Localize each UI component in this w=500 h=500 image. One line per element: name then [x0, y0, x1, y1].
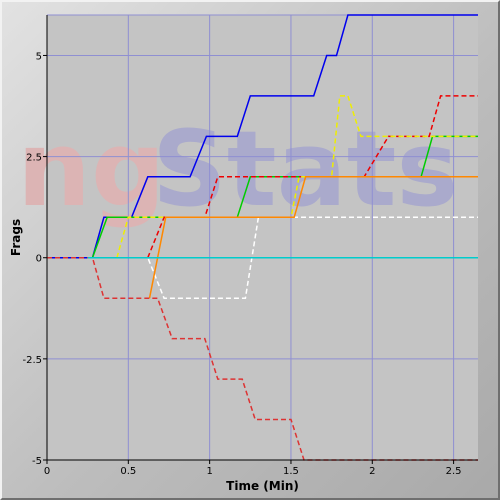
y-tick-label-2: 0 [36, 254, 42, 265]
x-tick-label-5: 2.5 [446, 466, 462, 477]
plot-area [47, 15, 478, 460]
watermark-left: ng [17, 108, 165, 230]
y-tick-label-1: 2.5 [26, 153, 42, 164]
y-tick-label-0: 5 [36, 51, 42, 62]
series-line-5 [141, 216, 478, 299]
x-axis-title: Time (Min) [226, 479, 299, 493]
x-tick-label-3: 1.5 [283, 466, 299, 477]
series-line-7 [47, 256, 478, 461]
x-tick-label-4: 2 [369, 466, 375, 477]
watermark-right: Stats [152, 108, 458, 230]
y-tick-label-4: -5 [32, 456, 42, 467]
y-tick-label-3: -2.5 [22, 355, 42, 366]
series-line-6 [148, 176, 478, 299]
x-tick-label-2: 1 [206, 466, 212, 477]
x-tick-label-0: 0 [44, 466, 50, 477]
y-axis-title: Frags [9, 219, 23, 256]
series-line-2 [91, 135, 478, 258]
x-tick-label-1: 0.5 [120, 466, 136, 477]
